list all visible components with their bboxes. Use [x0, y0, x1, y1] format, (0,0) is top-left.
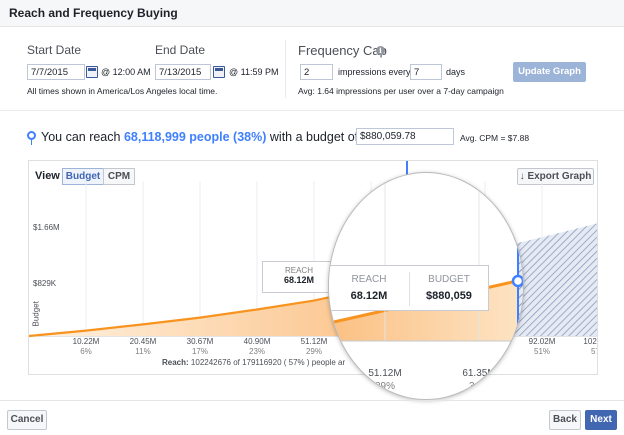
end-at-symbol: @: [229, 67, 239, 77]
tooltip-reach-label: REACH: [284, 266, 313, 275]
x-tick: 51.12M 29%: [289, 337, 339, 357]
end-date-label: End Date: [155, 43, 206, 57]
divider: [0, 110, 624, 111]
budget-input[interactable]: $880,059.78: [356, 128, 454, 145]
reach-prefix: You can reach: [41, 130, 121, 144]
mag-tick-2-value: 61.35M: [462, 368, 496, 379]
magnifier-lens: REACH 68.12M BUDGET $880,059 51.12M 29% …: [328, 172, 524, 400]
x-tick: 40.90M 23%: [232, 337, 282, 357]
next-button[interactable]: Next: [585, 410, 617, 430]
start-at-symbol: @: [101, 67, 111, 77]
end-time[interactable]: 11:59 PM: [240, 67, 279, 77]
budget-area: [29, 276, 409, 336]
reach-middle: with a budget of: [269, 130, 359, 144]
x-tick-reach: 51.12M: [300, 337, 328, 346]
mag-tick-2: 61.35M 34%: [454, 367, 504, 393]
update-graph-button[interactable]: Update Graph: [513, 62, 586, 82]
avg-cpm: Avg. CPM = $7.88: [460, 133, 530, 143]
download-arrow-icon: ↓: [519, 171, 525, 182]
end-calendar-icon[interactable]: [213, 66, 225, 78]
y-tick-max: $1.66M: [33, 223, 60, 232]
chart-summary: Reach: 102242676 of 179116920 ( 57% ) pe…: [162, 358, 345, 367]
frequency-cap-label: Frequency Cap: [298, 43, 387, 58]
reach-value: 68,118,999 people (38%): [123, 130, 267, 144]
location-pin-icon: [27, 131, 36, 140]
mag-tick-1-value: 51.12M: [368, 368, 402, 379]
mag-budget-value: $880,059: [426, 290, 472, 302]
reach-summary: You can reach 68,118,999 people (38%) wi…: [41, 130, 358, 144]
chart-summary-values: 102242676 of 179116920 ( 57% ) people ar: [190, 358, 346, 367]
mag-tick-1-pct: 29%: [374, 381, 395, 392]
x-tick-pct: 23%: [249, 347, 266, 356]
days-label: days: [446, 67, 466, 77]
x-tick: 102.24M57%: [574, 337, 597, 357]
mag-tick-2-pct: 34%: [468, 381, 489, 392]
y-axis-label: Budget: [31, 301, 41, 327]
start-date-input[interactable]: 7/7/2015: [27, 64, 85, 80]
x-tick: 30.67M 17%: [175, 337, 225, 357]
hover-tooltip: REACH 68.12M: [262, 261, 336, 293]
end-date-input[interactable]: 7/13/2015: [155, 64, 211, 80]
x-tick-reach: 30.67M: [186, 337, 214, 346]
timezone-note: All times shown in America/Los Angeles l…: [27, 86, 218, 96]
tooltip-reach-value: 68.12M: [283, 275, 315, 285]
mag-reach-label: REACH: [351, 274, 387, 285]
x-tick-pct: 17%: [191, 347, 208, 356]
back-button[interactable]: Back: [549, 410, 581, 430]
tab-budget[interactable]: Budget: [62, 168, 104, 185]
x-tick: 10.22M 6%: [61, 337, 111, 357]
mag-tick-1: 51.12M 29%: [360, 367, 410, 393]
start-calendar-icon[interactable]: [86, 66, 98, 78]
impressions-every-label: impressions every: [338, 67, 411, 77]
x-tick-reach: 40.90M: [243, 337, 271, 346]
export-label: Export Graph: [527, 171, 592, 182]
cancel-button[interactable]: Cancel: [7, 410, 47, 430]
x-tick-pct: 57%: [590, 347, 597, 356]
y-tick-mid: $829K: [33, 279, 57, 288]
view-label: View: [35, 170, 60, 182]
x-tick: 20.45M 11%: [118, 337, 168, 357]
x-tick-pct: 51%: [534, 347, 551, 356]
avg-frequency-note: Avg: 1.64 impressions per user over a 7-…: [298, 86, 504, 96]
section-divider: [285, 40, 286, 98]
info-icon[interactable]: i: [376, 46, 385, 55]
export-graph-button[interactable]: ↓ Export Graph: [517, 168, 594, 185]
start-time[interactable]: 12:00 AM: [112, 67, 151, 77]
x-tick: 92.02M 51%: [517, 337, 567, 357]
mag-reach-value: 68.12M: [350, 290, 388, 302]
start-date-label: Start Date: [27, 43, 82, 57]
x-tick-reach: 10.22M: [72, 337, 100, 346]
x-tick-reach: 92.02M: [528, 337, 556, 346]
mag-budget-label: BUDGET: [428, 274, 470, 285]
chart-summary-prefix: Reach:: [162, 358, 189, 367]
tab-cpm[interactable]: CPM: [103, 168, 135, 185]
magnified-tooltip: REACH 68.12M BUDGET $880,059: [329, 265, 489, 311]
x-tick-pct: 6%: [80, 347, 92, 356]
x-tick-pct: 11%: [135, 347, 151, 356]
x-tick-pct: 29%: [305, 347, 322, 356]
x-tick-reach: 20.45M: [129, 337, 157, 346]
dialog-title: Reach and Frequency Buying: [9, 6, 178, 20]
dialog-header: [0, 0, 624, 27]
days-input[interactable]: 7: [410, 64, 442, 80]
x-tick-reach: 102.24M: [583, 337, 597, 346]
impressions-input[interactable]: 2: [300, 64, 333, 80]
